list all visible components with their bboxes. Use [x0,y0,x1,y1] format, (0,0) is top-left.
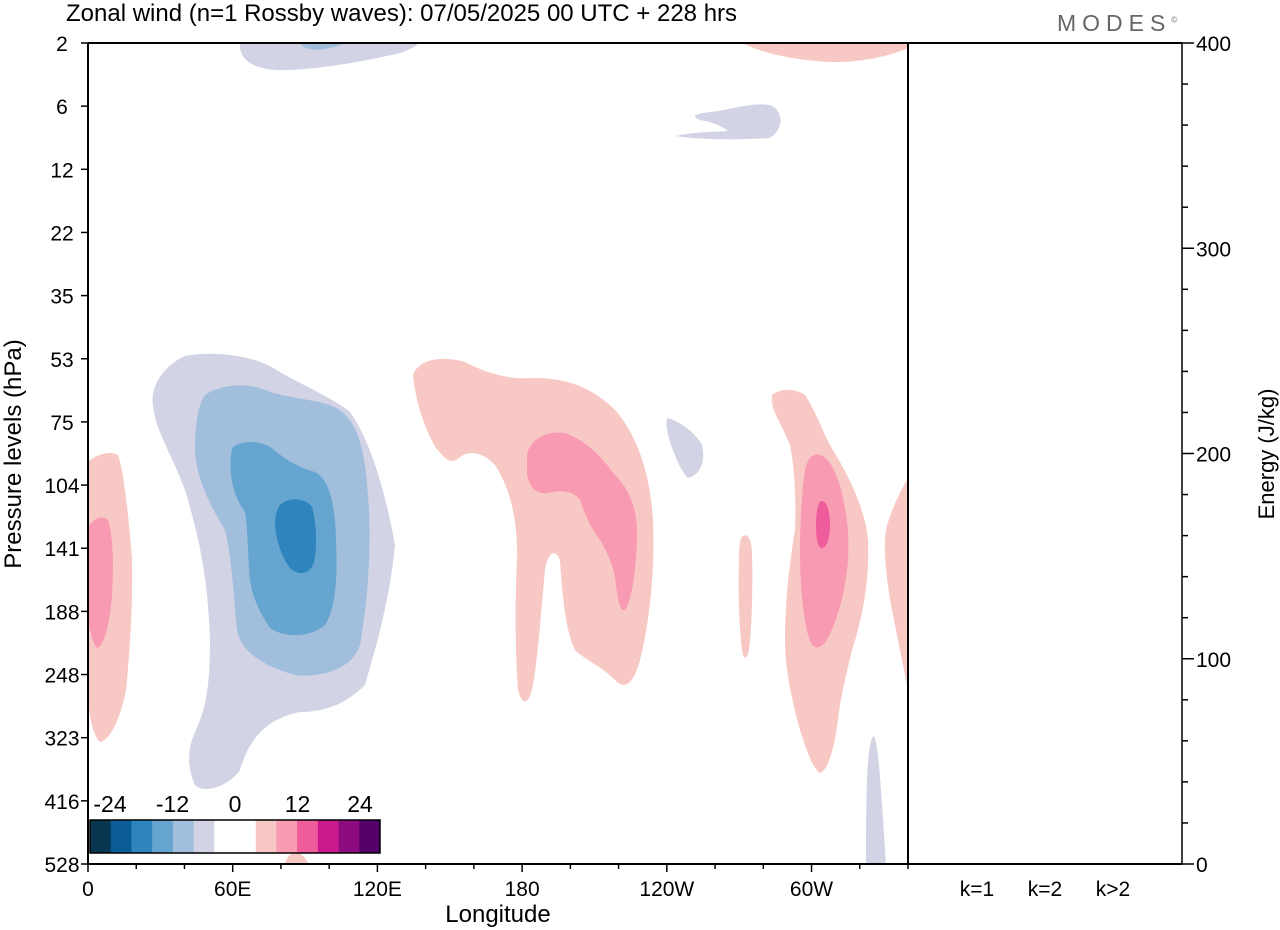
colorbar-label: -24 [93,791,126,817]
energy-bar [1021,863,1069,864]
energy-axis: 0 100 200 300 400 [1182,33,1231,877]
y-tick-label: 53 [50,349,73,372]
colorbar-swatch [297,820,319,853]
energy-category-label: k=1 [960,878,994,901]
contour-pos-2-core [527,432,638,611]
colorbar-swatch [214,820,236,853]
contour-neg-small-1 [676,104,781,140]
contour-neg-top [239,43,419,71]
colorbar-swatch [235,820,257,853]
colorbar-label: 0 [229,791,242,817]
energy-axis-label: Energy (J/kg) [1254,389,1279,520]
colorbar-label: 12 [285,791,311,817]
longitude-axis: 0 60E 120E 180 120W 60W [82,864,909,901]
contour-neg-bottom [866,736,886,864]
energy-category-label: k>2 [1096,878,1130,901]
colorbar-label: -12 [156,791,189,817]
contour-pos-3-peak [816,501,830,548]
contour-pos-1-core [88,517,113,648]
energy-tick-label: 0 [1196,854,1208,877]
y-tick-label: 248 [44,665,79,688]
colorbar: -24 -12 0 12 24 [89,791,381,854]
x-tick-label: 120E [353,878,402,901]
energy-tick-label: 200 [1196,444,1231,467]
colorbar-swatch [193,820,215,853]
x-tick-label: 180 [505,878,540,901]
colorbar-swatch [90,820,112,853]
chart-title: Zonal wind (n=1 Rossby waves): 07/05/202… [66,0,738,27]
colorbar-swatch [255,820,277,853]
colorbar-swatch [152,820,174,853]
colorbar-swatch [131,820,153,853]
x-axis-label: Longitude [445,901,550,928]
colorbar-swatch [276,820,298,853]
y-tick-label: 323 [44,728,79,751]
y-axis-label: Pressure levels (hPa) [0,339,27,568]
energy-tick-label: 300 [1196,238,1231,261]
y-tick-label: 75 [50,412,73,435]
colorbar-swatch [317,820,340,853]
energy-category-label: k=2 [1028,878,1062,901]
contour-pos-2 [413,358,654,702]
y-tick-label: 2 [56,33,68,56]
colorbar-swatch [359,820,381,853]
contour-pos-small [738,535,753,658]
y-tick-label: 35 [50,286,73,309]
contour-pos-right-edge [884,478,908,690]
pressure-axis: 2 6 12 22 35 53 75 104 141 188 248 323 416 528 [44,33,88,877]
y-tick-label: 104 [44,475,79,498]
x-tick-label: 60E [214,878,251,901]
y-tick-label: 6 [56,96,68,119]
y-tick-label: 12 [50,159,73,182]
energy-bars: k=1 k=2 k>2 [953,863,1137,901]
colorbar-label: 24 [347,791,373,817]
colorbar-swatch [110,820,132,853]
energy-tick-label: 400 [1196,33,1231,56]
colorbar-swatch [172,820,195,853]
x-tick-label: 60W [790,878,833,901]
y-tick-label: 188 [44,601,79,624]
contour-pos-bottom [285,852,308,864]
y-tick-label: 22 [50,222,73,245]
y-tick-label: 141 [44,538,79,561]
energy-bar [1089,863,1137,864]
contour-neg-4 [275,499,317,574]
x-tick-label: 0 [82,878,94,901]
y-tick-label: 416 [44,791,79,814]
contour-neg-top-core [300,43,345,50]
contour-pos-3-core [800,454,849,648]
y-tick-label: 528 [44,854,79,877]
x-tick-label: 120W [639,878,694,901]
contour-neg-small-2 [666,418,704,478]
colorbar-swatch [338,820,360,853]
energy-tick-label: 100 [1196,649,1231,672]
energy-bar [953,863,1001,864]
contour-pos-top [742,43,908,63]
colorbar-frame [89,819,381,854]
wind-contours [88,43,908,864]
modes-logo: MODES© [1057,10,1178,36]
brand-text: MODES [1057,10,1172,36]
